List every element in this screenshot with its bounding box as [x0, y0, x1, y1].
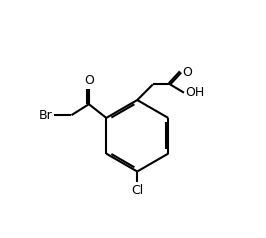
Text: Cl: Cl: [131, 184, 143, 197]
Text: Br: Br: [39, 109, 53, 122]
Text: OH: OH: [185, 86, 204, 99]
Text: O: O: [84, 74, 94, 87]
Text: O: O: [183, 66, 193, 79]
